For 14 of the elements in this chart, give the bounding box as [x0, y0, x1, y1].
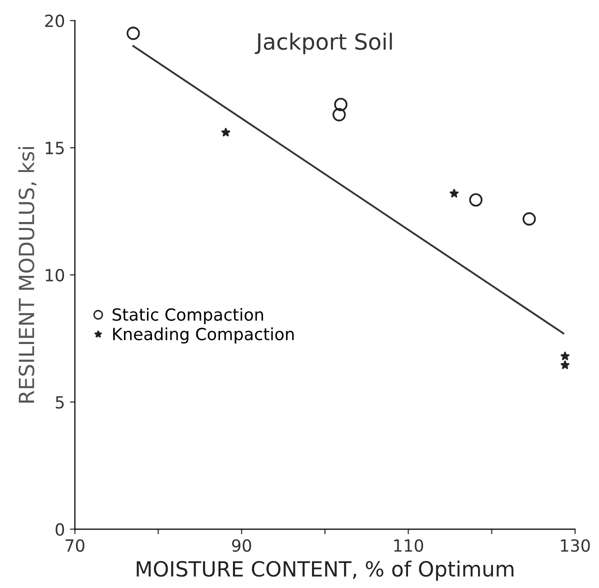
y-tick-label: 0	[56, 523, 64, 536]
x-tick-label: 90	[232, 539, 252, 552]
y-axis-title: RESILIENT MODULUS, ksi	[18, 147, 36, 403]
y-tick-label: 10	[46, 268, 64, 282]
x-tick-label: 110	[394, 539, 424, 552]
x-tick-label: 130	[560, 539, 590, 552]
x-tick-label: 70	[66, 539, 84, 552]
y-tick-label: 20	[45, 14, 64, 28]
y-tick-label: 5	[56, 396, 64, 409]
y-tick-label: 15	[46, 142, 64, 154]
x-axis-title: MOISTURE CONTENT, % of Optimum	[136, 560, 514, 581]
legend-label: Static Compaction	[112, 308, 264, 324]
legend-label: Kneading Compaction	[113, 327, 294, 344]
text: Jackport Soil	[254, 32, 392, 54]
